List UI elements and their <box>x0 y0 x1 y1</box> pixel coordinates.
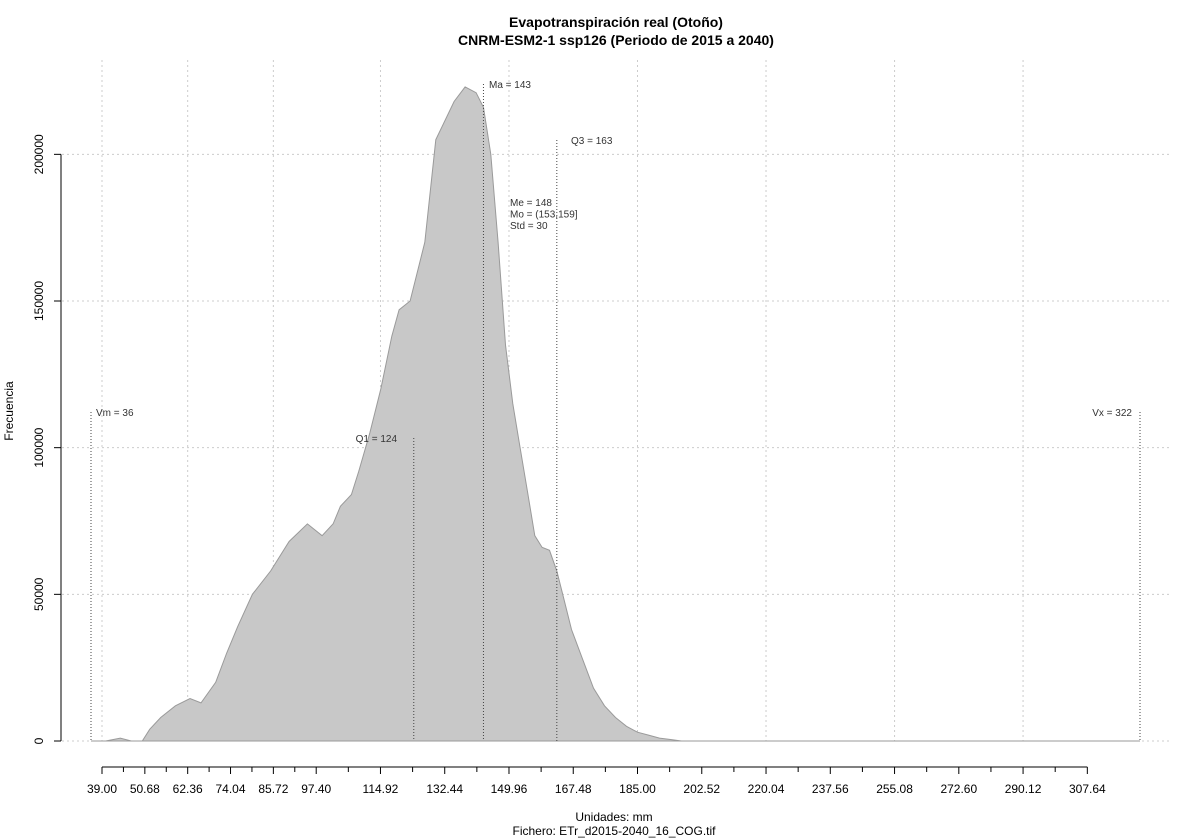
x-tick-label: 307.64 <box>1069 782 1106 796</box>
x-tick-label: 114.92 <box>363 782 399 796</box>
y-tick-label: 50000 <box>32 577 46 611</box>
x-tick-label: 97.40 <box>301 782 331 796</box>
y-tick-label: 0 <box>32 737 46 744</box>
file-footer: Fichero: ETr_d2015-2040_16_COG.tif <box>513 824 717 838</box>
annotation-label: Vx = 322 <box>1092 408 1132 419</box>
x-tick-label: 290.12 <box>1005 782 1042 796</box>
x-tick-label: 149.96 <box>491 782 528 796</box>
stats-label: Me = 148 <box>510 198 552 209</box>
x-tick-label: 202.52 <box>683 782 720 796</box>
y-tick-label: 200000 <box>32 134 46 174</box>
annotation-label: Q1 = 124 <box>356 434 398 445</box>
annotation-label: Ma = 143 <box>489 80 531 91</box>
y-tick-label: 150000 <box>32 281 46 321</box>
stats-label: Mo = (153,159] <box>510 210 578 221</box>
y-axis-label: Frecuencia <box>2 381 16 441</box>
annotation-label: Q3 = 163 <box>571 136 613 147</box>
x-axis-label: Unidades: mm <box>575 810 652 824</box>
x-tick-label: 74.04 <box>216 782 246 796</box>
x-tick-label: 62.36 <box>173 782 203 796</box>
x-tick-label: 255.08 <box>876 782 913 796</box>
stats-label: Std = 30 <box>510 221 548 232</box>
annotation-label: Vm = 36 <box>96 408 134 419</box>
density-area <box>91 86 1140 742</box>
x-tick-label: 132.44 <box>426 782 463 796</box>
chart-title: Evapotranspiración real (Otoño) <box>509 14 723 30</box>
x-tick-label: 185.00 <box>619 782 656 796</box>
x-tick-label: 272.60 <box>940 782 977 796</box>
x-tick-label: 237.56 <box>812 782 849 796</box>
y-tick-label: 100000 <box>32 427 46 467</box>
x-tick-label: 220.04 <box>748 782 785 796</box>
x-tick-label: 85.72 <box>258 782 288 796</box>
x-tick-label: 50.68 <box>130 782 160 796</box>
chart-subtitle: CNRM-ESM2-1 ssp126 (Periodo de 2015 a 20… <box>458 32 774 48</box>
x-tick-label: 167.48 <box>555 782 592 796</box>
x-tick-label: 39.00 <box>87 782 117 796</box>
